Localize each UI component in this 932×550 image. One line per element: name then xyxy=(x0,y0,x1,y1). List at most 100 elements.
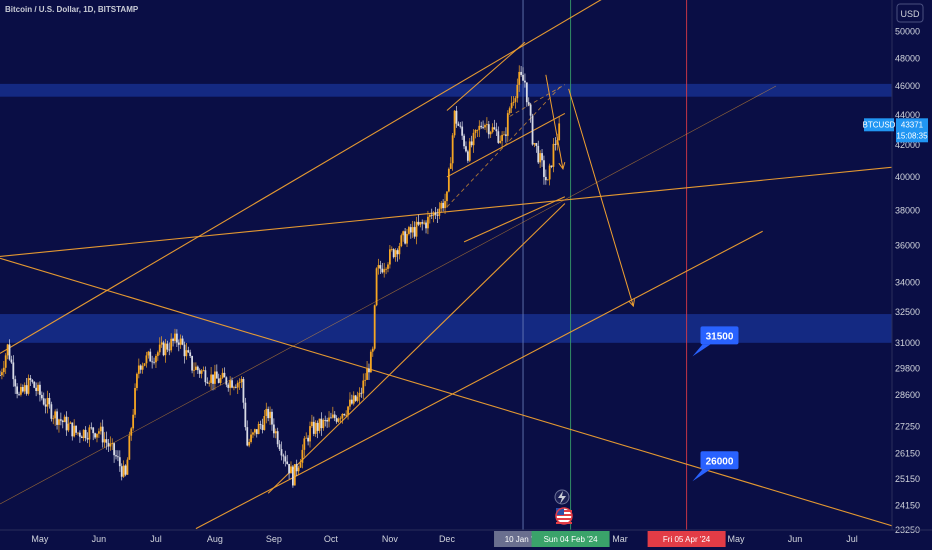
candle-body xyxy=(451,135,454,164)
candle-body xyxy=(105,439,108,443)
candle-body xyxy=(181,338,184,345)
candle-body xyxy=(455,110,458,124)
candle-body xyxy=(419,222,422,225)
candle-body xyxy=(387,264,389,269)
candle-body xyxy=(63,416,66,423)
candle-body xyxy=(174,333,176,341)
candle-body xyxy=(27,378,30,394)
trend-line-2[interactable] xyxy=(446,41,526,111)
trend-line-4[interactable] xyxy=(0,166,893,257)
candle-body xyxy=(130,428,133,436)
candle-body xyxy=(369,351,372,373)
candle-body xyxy=(196,366,199,371)
candle-body xyxy=(234,386,237,388)
trend-line-7[interactable] xyxy=(267,203,566,494)
candle-body xyxy=(503,134,505,136)
candle-body xyxy=(160,342,163,345)
candle-body xyxy=(480,125,483,128)
candle-body xyxy=(272,424,275,434)
candle-body xyxy=(478,125,481,130)
candle-body xyxy=(373,305,376,349)
candle-body xyxy=(312,421,315,434)
callout-box-2[interactable] xyxy=(700,451,739,470)
y-axis: 2325024150251502615027250286002980031000… xyxy=(895,27,920,535)
candle-body xyxy=(472,132,475,146)
projection-arrow-1[interactable] xyxy=(568,88,634,307)
price-zone-1 xyxy=(0,83,892,97)
price-tag-countdown: 15:08:35 xyxy=(896,131,928,140)
lightning-icon[interactable] xyxy=(554,489,570,505)
candle-body xyxy=(531,115,534,145)
candle-body xyxy=(84,429,87,439)
candle-body xyxy=(141,365,144,370)
candle-body xyxy=(170,338,173,351)
candle-body xyxy=(487,124,490,135)
candle-body xyxy=(366,368,368,380)
projection-arrow-head-2 xyxy=(558,161,566,170)
candle-body xyxy=(470,141,473,146)
candle-body xyxy=(533,143,536,145)
candle-body xyxy=(208,382,211,384)
trend-line-5[interactable] xyxy=(0,257,893,527)
chart-title: Bitcoin / U.S. Dollar, 1D, BITSTAMP xyxy=(5,5,139,14)
candle-body xyxy=(115,455,117,457)
candle-body xyxy=(495,129,498,132)
trend-line-1[interactable] xyxy=(0,0,628,354)
candle-body xyxy=(311,421,313,427)
candle-body xyxy=(485,124,488,126)
candle-body xyxy=(122,465,125,477)
candle-body xyxy=(396,250,399,255)
dashed-line-2[interactable] xyxy=(509,84,566,117)
candle-body xyxy=(381,268,384,273)
candle-body xyxy=(501,134,504,141)
candle-body xyxy=(136,373,138,388)
currency-button[interactable]: USD xyxy=(896,3,924,23)
candle-body xyxy=(352,395,355,404)
candle-body xyxy=(164,343,167,356)
y-tick-label: 42000 xyxy=(895,140,920,150)
candle-body xyxy=(46,397,49,407)
candle-body xyxy=(97,431,100,434)
candle-body xyxy=(331,414,334,418)
candle-body xyxy=(263,415,266,430)
trend-line-6[interactable] xyxy=(195,230,763,530)
candle-body xyxy=(31,380,34,382)
candle-body xyxy=(362,380,365,394)
candle-body xyxy=(333,414,336,419)
y-tick-label: 24150 xyxy=(895,500,920,510)
trend-lines-layer xyxy=(0,0,893,530)
x-tick-label: May xyxy=(31,534,49,544)
candle-body xyxy=(198,370,201,374)
callout-label-2: 26000 xyxy=(706,456,734,467)
candle-body xyxy=(328,417,330,422)
callout-box-1[interactable] xyxy=(700,326,739,345)
candle-body xyxy=(506,113,509,136)
candle-body xyxy=(229,380,232,388)
candle-body xyxy=(10,359,13,363)
trend-line-3[interactable] xyxy=(446,112,566,178)
price-tag: BTCUSD 43371 15:08:35 xyxy=(863,118,928,143)
candle-body xyxy=(489,132,492,135)
candle-body xyxy=(117,456,119,458)
candle-body xyxy=(149,351,152,362)
candle-body xyxy=(324,419,327,421)
price-tag-bg xyxy=(896,118,928,143)
candle-body xyxy=(6,344,9,356)
candle-body xyxy=(505,134,507,136)
candle-body xyxy=(436,214,439,216)
candle-body xyxy=(99,426,102,432)
candle-body xyxy=(447,168,450,192)
candle-body xyxy=(341,413,344,419)
candle-body xyxy=(552,143,555,167)
candle-body xyxy=(162,342,165,356)
projection-arrow-2[interactable] xyxy=(545,74,564,169)
us-flag-icon[interactable] xyxy=(555,507,573,525)
candle-body xyxy=(96,433,98,438)
candle-body xyxy=(406,233,408,244)
candle-body xyxy=(280,449,283,456)
trend-line-8[interactable] xyxy=(463,196,566,243)
candle-body xyxy=(297,467,300,472)
candle-body xyxy=(118,457,121,467)
candle-body xyxy=(16,386,19,394)
